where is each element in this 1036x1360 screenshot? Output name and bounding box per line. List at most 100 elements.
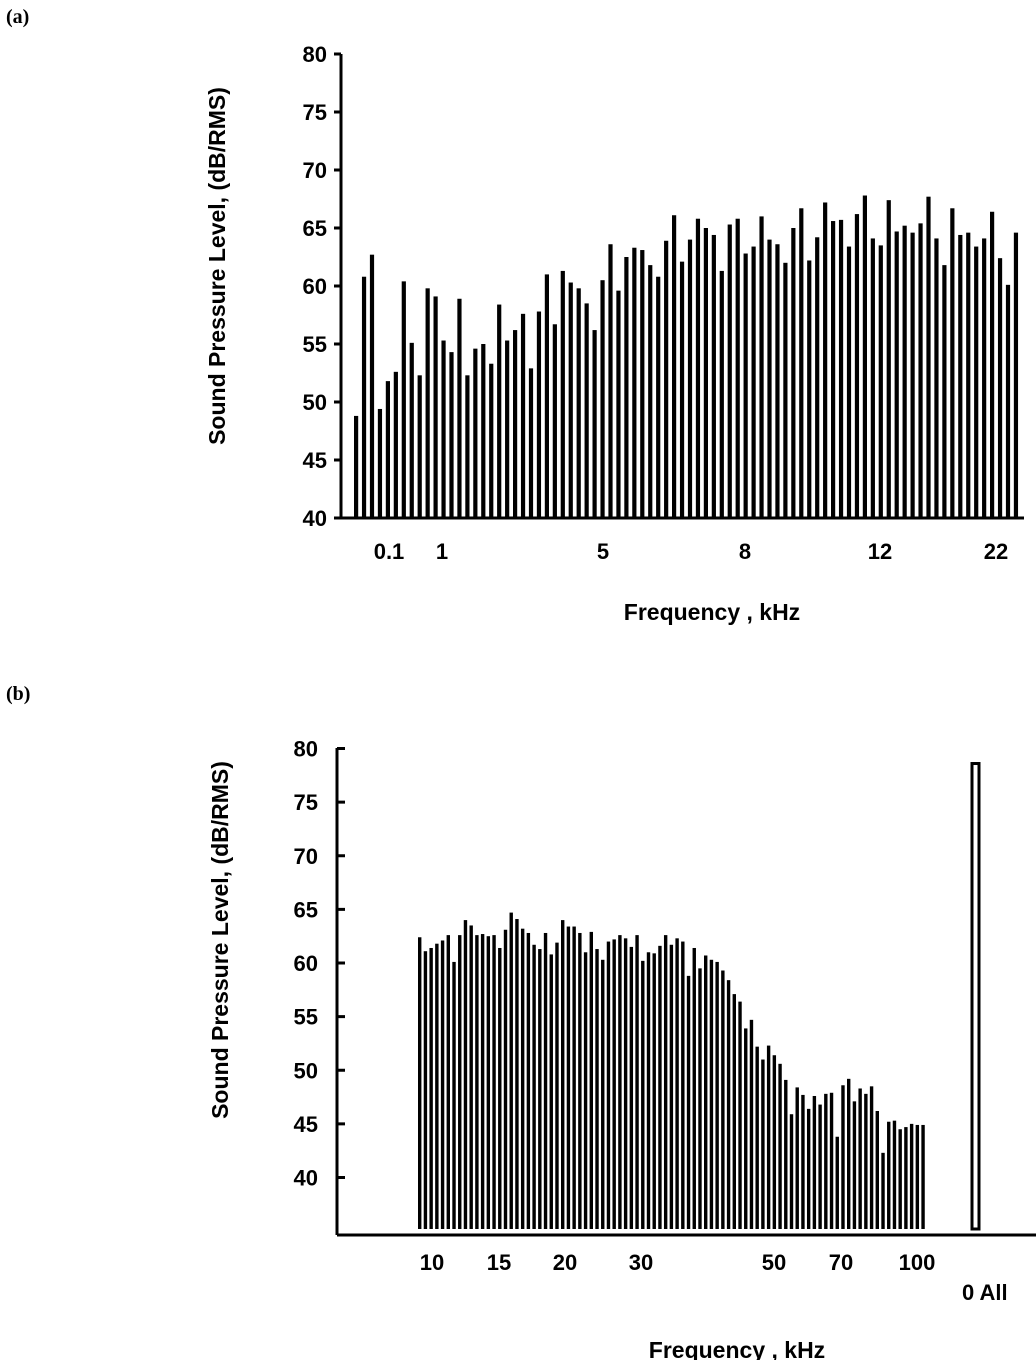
bar [492, 935, 496, 1229]
x-tick-label: 100 [899, 1250, 936, 1275]
bar [446, 935, 450, 1229]
bar [532, 944, 536, 1229]
bar [681, 941, 685, 1229]
bar [481, 344, 486, 518]
bar [480, 934, 485, 1229]
y-tick-label: 65 [294, 897, 318, 922]
bar [921, 1124, 925, 1229]
bar [409, 342, 414, 518]
bar [526, 932, 531, 1229]
bar [858, 1088, 862, 1229]
bar [423, 951, 428, 1229]
bar [778, 1063, 782, 1229]
bar [847, 1078, 851, 1229]
bar [528, 368, 534, 518]
bar [584, 303, 589, 518]
bar [543, 932, 548, 1229]
bar [608, 244, 613, 519]
bar [869, 1086, 874, 1229]
bar [457, 298, 462, 518]
y-tick-label: 50 [294, 1058, 318, 1083]
bar [755, 1046, 759, 1229]
bar [458, 935, 462, 1229]
bar [656, 276, 661, 518]
bar [640, 250, 645, 519]
bar [669, 944, 674, 1229]
y-tick-label: 55 [303, 332, 327, 357]
bar [974, 246, 979, 518]
panel-label-b: (b) [6, 683, 31, 705]
bar [369, 254, 375, 518]
bar [544, 274, 549, 518]
bar [744, 1028, 748, 1229]
y-tick-label: 75 [303, 100, 327, 125]
bar [513, 330, 518, 518]
bar [560, 270, 565, 518]
bar [679, 261, 685, 518]
bar [489, 363, 494, 518]
bar [846, 246, 852, 518]
x-tick-label: 5 [597, 539, 609, 564]
y-tick-label: 70 [294, 844, 318, 869]
bar [698, 968, 702, 1229]
bar [452, 961, 456, 1229]
bar [791, 228, 796, 518]
bar [429, 947, 433, 1229]
bar [435, 943, 439, 1229]
bar [417, 375, 422, 518]
chart-b: 40 45 50 55 60 65 70 75 80 10 15 20 30 50 70 100 0 All… [207, 737, 1036, 1360]
bar [743, 253, 748, 518]
bar [652, 953, 656, 1229]
bar [918, 223, 923, 519]
bar [910, 232, 915, 518]
y-tick-label: 50 [303, 390, 327, 415]
bar [904, 1127, 908, 1229]
bar [738, 1001, 742, 1229]
x-tick-label: 15 [487, 1250, 511, 1275]
bar [789, 1114, 794, 1229]
x-tick-label: 20 [553, 1250, 577, 1275]
bar [354, 415, 359, 518]
overall-bar [970, 762, 981, 1231]
bar [735, 218, 740, 518]
x-tick-label: 0.1 [374, 539, 405, 564]
x-tick-labels-a: 0.1 1 5 8 12 22 [374, 539, 1009, 564]
bar [566, 926, 571, 1229]
x-tick-label: 10 [420, 1250, 444, 1275]
bar [715, 961, 719, 1229]
bar [829, 1092, 834, 1229]
y-tick-label: 45 [294, 1112, 318, 1137]
x-tick-label: 70 [829, 1250, 853, 1275]
bar [385, 381, 390, 518]
bar [538, 949, 542, 1229]
bar [672, 215, 677, 519]
bar [561, 920, 565, 1229]
bar [838, 219, 844, 518]
bar [401, 281, 406, 518]
bar [616, 290, 621, 518]
bar [934, 238, 939, 518]
bar [515, 919, 519, 1229]
bar [648, 265, 653, 518]
bar [692, 947, 696, 1229]
bar [892, 1120, 897, 1229]
bar [854, 214, 860, 518]
overall-label: 0 All [962, 1280, 1008, 1305]
bar [958, 234, 963, 518]
bar [433, 296, 438, 518]
bar [727, 224, 732, 518]
bar [498, 947, 502, 1229]
y-tick-label: 60 [303, 274, 327, 299]
bar [761, 1059, 765, 1229]
bar [449, 352, 454, 518]
bar [875, 1111, 879, 1229]
x-tick-labels-b: 10 15 20 30 50 70 100 [420, 1250, 936, 1275]
y-axis-label-b: Sound Pressure Level, (dB/RMS) [207, 761, 233, 1119]
bar [766, 1045, 771, 1229]
y-axis-a: 40 45 50 55 60 65 70 75 80 [303, 42, 343, 531]
bar [824, 1093, 828, 1229]
bar [583, 952, 588, 1229]
bar [601, 959, 605, 1229]
bar [801, 1094, 805, 1229]
bar [704, 955, 708, 1229]
